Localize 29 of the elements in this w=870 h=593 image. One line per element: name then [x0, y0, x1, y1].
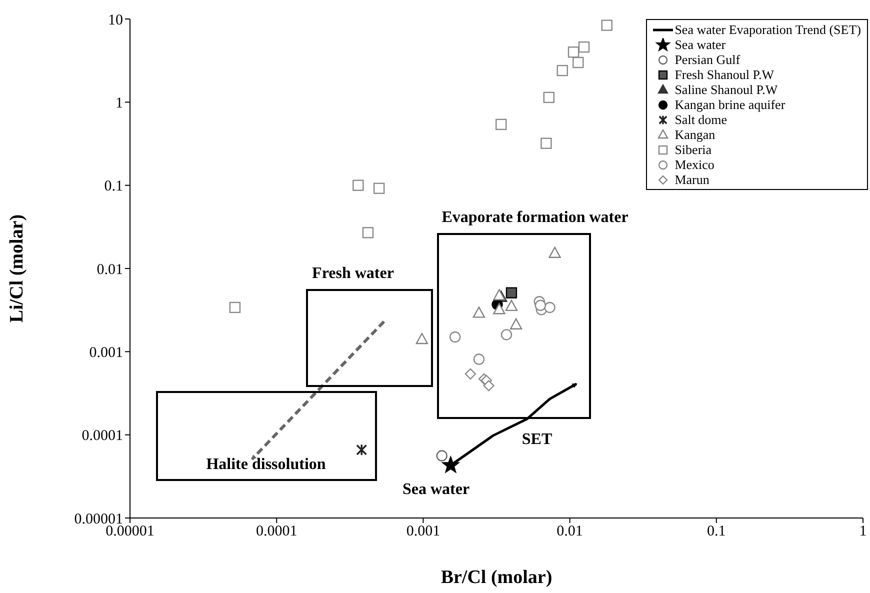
legend-label: Sea water: [674, 37, 726, 52]
legend-label: Salt dome: [674, 112, 728, 127]
x-tick-label: 0.1: [707, 524, 726, 540]
y-tick-label: 0.01: [96, 262, 123, 278]
y-tick-label: 1: [116, 95, 123, 112]
x-tick-label: 0.0001: [256, 524, 298, 540]
annotation: Fresh water: [312, 265, 394, 283]
x-tick-label: 1: [859, 524, 867, 540]
legend-label: Persian Gulf: [674, 52, 740, 67]
y-tick-label: 0.0001: [82, 428, 123, 444]
y-tick-label: 0.001: [89, 344, 123, 361]
legend-label: Marun: [674, 172, 710, 187]
legend-label: Kangan brine aquifer: [674, 97, 786, 112]
annotation: Sea water: [402, 481, 470, 499]
annotation: Evaporate formation water: [442, 209, 628, 227]
legend-label: Siberia: [674, 142, 712, 157]
legend-label: Sea water Evaporation Trend (SET): [674, 22, 861, 37]
x-tick-label: 0.001: [406, 524, 440, 540]
legend-label: Kangan: [674, 127, 716, 142]
legend-label: Saline Shanoul P.W: [674, 82, 778, 97]
x-axis-title: Br/Cl (molar): [440, 567, 552, 588]
y-tick-label: 10: [108, 12, 123, 28]
annotation: SET: [522, 431, 552, 449]
legend-label: Fresh Shanoul P.W: [674, 67, 774, 82]
y-axis-title: Li/Cl (molar): [6, 214, 28, 323]
x-tick-label: 0.01: [556, 524, 583, 540]
legend-label: Mexico: [674, 157, 714, 172]
annotation: Halite dissolution: [206, 456, 326, 474]
y-tick-label: 0.1: [104, 178, 123, 195]
